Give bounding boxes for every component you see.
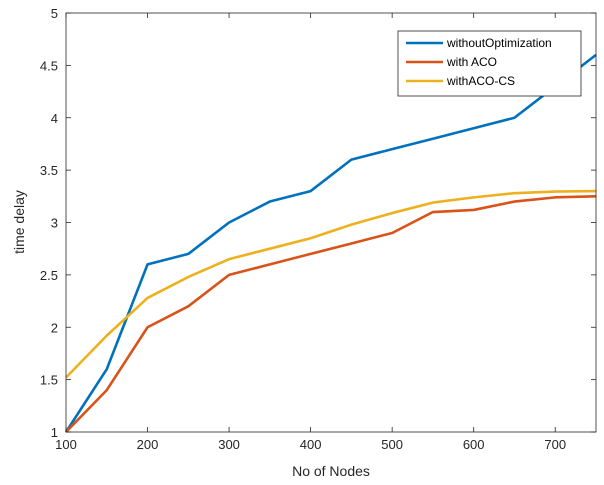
y-axis-label: time delay xyxy=(11,190,27,254)
x-tick-label: 500 xyxy=(381,437,403,452)
x-tick-label: 300 xyxy=(218,437,240,452)
legend-label-2: with ACO xyxy=(446,55,497,69)
y-tick-label: 3 xyxy=(51,216,58,231)
y-tick-label: 1.5 xyxy=(40,373,58,388)
x-tick-label: 100 xyxy=(55,437,77,452)
series-layer xyxy=(64,53,597,433)
y-tick-label: 1 xyxy=(51,425,58,440)
y-tick-label: 3.5 xyxy=(40,163,58,178)
x-axis-label: No of Nodes xyxy=(292,463,370,479)
y-tick-label: 4 xyxy=(51,111,58,126)
x-tick-label: 400 xyxy=(300,437,322,452)
legend-label-3: withACO-CS xyxy=(446,74,515,88)
series-line-3 xyxy=(65,189,597,379)
y-tick-label: 2.5 xyxy=(40,268,58,283)
series-line-1 xyxy=(64,53,597,433)
series-line-2 xyxy=(65,195,597,433)
y-tick-label: 5 xyxy=(51,6,58,21)
y-tick-label: 4.5 xyxy=(40,58,58,73)
x-tick-label: 600 xyxy=(463,437,485,452)
axes-layer: 100 200 300 400 500 600 700 1 1.5 2 2.5 3 3.5 4 4.5 5 xyxy=(40,6,597,452)
y-tick-label: 2 xyxy=(51,320,58,335)
x-tick-label: 700 xyxy=(544,437,566,452)
legend: withoutOptimization with ACO withACO-CS xyxy=(397,30,582,97)
x-tick-label: 200 xyxy=(137,437,159,452)
legend-label-1: withoutOptimization xyxy=(446,36,552,50)
